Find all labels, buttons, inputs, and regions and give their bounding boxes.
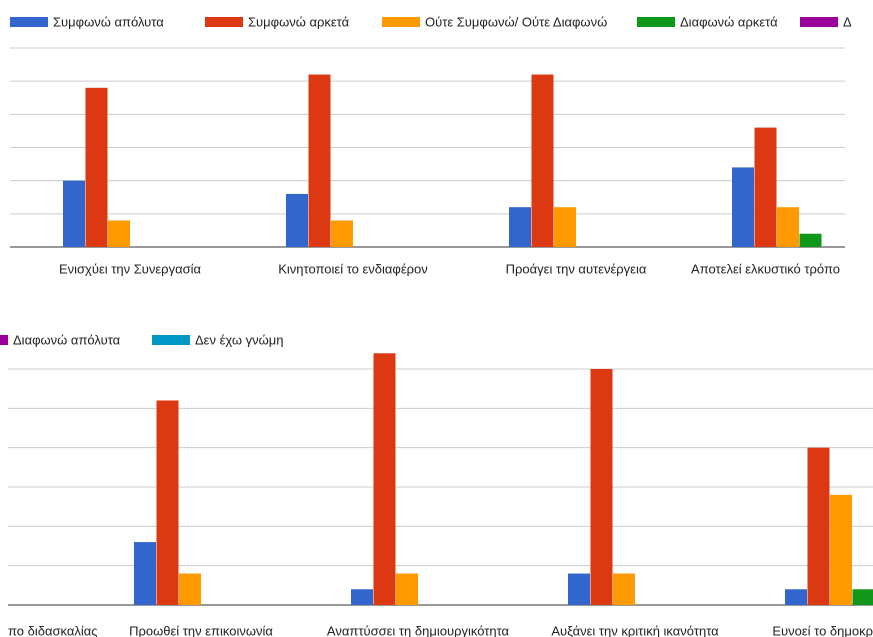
legend-swatch — [637, 17, 675, 27]
bar — [108, 220, 130, 247]
bar — [830, 494, 852, 605]
legend-swatch — [152, 335, 190, 345]
bar — [286, 193, 308, 247]
bar — [373, 353, 396, 605]
bar — [777, 207, 799, 247]
legend-label: Δ — [843, 14, 852, 29]
bar — [554, 207, 576, 247]
x-tick-label: Αναπτύσσει τη δημιουργικότητα — [327, 623, 510, 637]
legend-swatch — [382, 17, 420, 27]
bar — [732, 167, 754, 247]
legend-swatch — [10, 17, 48, 27]
bar — [85, 87, 108, 247]
legend-label: Διαφωνώ αρκετά — [680, 14, 778, 29]
legend-label: Διαφωνώ απόλυτα — [13, 332, 121, 347]
x-tick-label: Προωθεί την επικοινωνία — [129, 623, 273, 637]
x-tick-label: Κινητοποιεί το ενδιαφέρον — [278, 261, 428, 276]
legend-label: Ούτε Συμφωνώ/ Ούτε Διαφωνώ — [425, 14, 607, 29]
bar — [785, 589, 807, 605]
bar — [568, 573, 590, 605]
bar — [807, 447, 830, 605]
legend-swatch — [800, 17, 838, 27]
bar — [531, 74, 554, 248]
legend-label: Συμφωνώ αρκετά — [248, 14, 350, 29]
legend-label: Συμφωνώ απόλυτα — [53, 14, 164, 29]
legend-label: Δεν έχω γνώμη — [195, 332, 284, 347]
bar — [134, 542, 156, 605]
bar — [852, 589, 873, 605]
bar — [179, 573, 201, 605]
bar — [156, 400, 179, 605]
x-tick-label: Αυξάνει την κριτική ικανότητα — [551, 623, 719, 637]
x-tick-label: Αποτελεί ελκυστικό τρόπο — [691, 261, 840, 276]
x-tick-label: πο διδασκαλίας — [8, 623, 98, 637]
bar — [509, 207, 531, 247]
bar — [331, 220, 353, 247]
bar — [590, 369, 613, 605]
x-tick-label: Προάγει την αυτενέργεια — [506, 261, 647, 276]
bar — [63, 180, 85, 247]
bar — [396, 573, 418, 605]
x-tick-label: Ενισχύει την Συνεργασία — [59, 261, 202, 276]
bar — [799, 233, 822, 247]
bar — [351, 589, 373, 605]
bar — [308, 74, 331, 248]
bar — [754, 127, 777, 247]
legend-swatch — [205, 17, 243, 27]
legend-swatch — [0, 335, 8, 345]
x-tick-label: Ευνοεί το δημοκρ — [772, 623, 873, 637]
bar — [613, 573, 635, 605]
